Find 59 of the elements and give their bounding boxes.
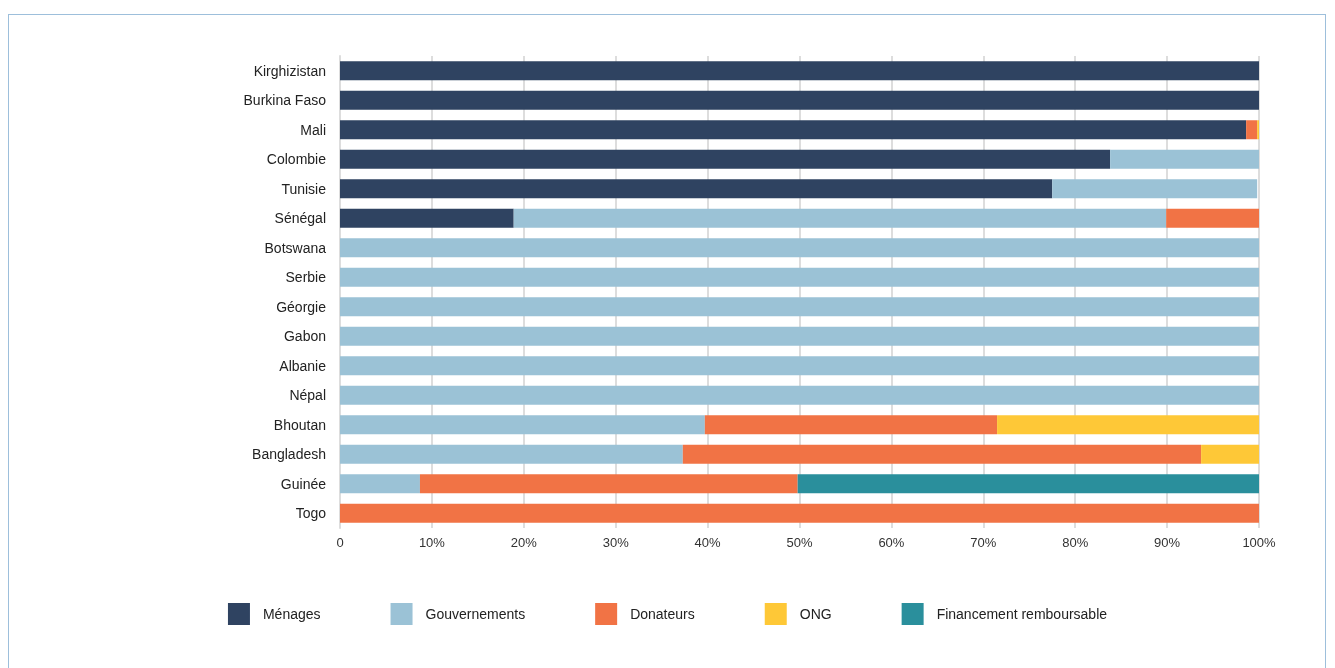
y-tick-label: Burkina Faso: [243, 92, 327, 109]
bar: [1052, 179, 1258, 199]
x-tick-label: 90%: [1154, 535, 1181, 550]
bar: [340, 474, 420, 494]
bar: [340, 90, 1259, 110]
bar: [704, 415, 998, 435]
legend-label: Ménages: [262, 606, 321, 622]
y-tick-label: Guinée: [280, 475, 327, 492]
x-tick-label: 70%: [970, 535, 997, 550]
y-tick-label: Bhoutan: [273, 416, 326, 433]
y-tick-label: Togo: [295, 505, 327, 522]
x-tick-label: 10%: [418, 535, 446, 550]
y-tick-label: Sénégal: [274, 210, 326, 227]
bar: [419, 474, 798, 494]
y-tick-label: Bangladesh: [252, 446, 326, 463]
legend-label: Donateurs: [630, 606, 695, 622]
bar: [340, 179, 1053, 199]
bar: [997, 415, 1259, 435]
bar: [340, 444, 683, 464]
x-tick-label: 50%: [786, 535, 813, 550]
bar: [340, 238, 1259, 258]
bar: [1166, 208, 1259, 228]
y-tick-label: Mali: [300, 121, 326, 138]
bar: [340, 415, 705, 435]
y-tick-label: Tunisie: [281, 180, 327, 197]
bar: [340, 149, 1111, 169]
legend-label: ONG: [799, 606, 832, 622]
y-tick-label: Botswana: [264, 239, 327, 256]
x-tick-label: 100%: [1242, 535, 1277, 550]
y-tick-label: Kirghizistan: [253, 62, 326, 79]
bar: [797, 474, 1259, 494]
y-tick-label: Colombie: [266, 151, 327, 168]
bar: [1246, 120, 1258, 140]
y-tick-label: Serbie: [285, 269, 327, 286]
bar: [340, 503, 1259, 523]
y-tick-label: Albanie: [279, 357, 327, 374]
bar: [340, 208, 514, 228]
legend-label: Gouvernements: [425, 606, 526, 622]
x-tick-label: 40%: [694, 535, 722, 550]
bar: [513, 208, 1167, 228]
x-tick-label: 80%: [1062, 535, 1089, 550]
x-tick-label: 20%: [510, 535, 538, 550]
bar: [340, 326, 1259, 346]
bar: [682, 444, 1202, 464]
y-tick-label: Gabon: [283, 328, 326, 345]
y-tick-label: Géorgie: [276, 298, 327, 315]
bar: [340, 120, 1247, 140]
bar: [1201, 444, 1259, 464]
bar: [340, 356, 1259, 376]
bar: [340, 267, 1259, 287]
legend-label: Financement remboursable: [936, 606, 1108, 622]
bar: [340, 385, 1259, 405]
bar: [340, 297, 1259, 317]
x-tick-label: 60%: [878, 535, 905, 550]
y-tick-label: Népal: [289, 387, 326, 404]
x-tick-label: 30%: [602, 535, 630, 550]
bar: [1110, 149, 1259, 169]
x-tick-label: 0: [336, 535, 344, 550]
bar: [340, 61, 1259, 81]
